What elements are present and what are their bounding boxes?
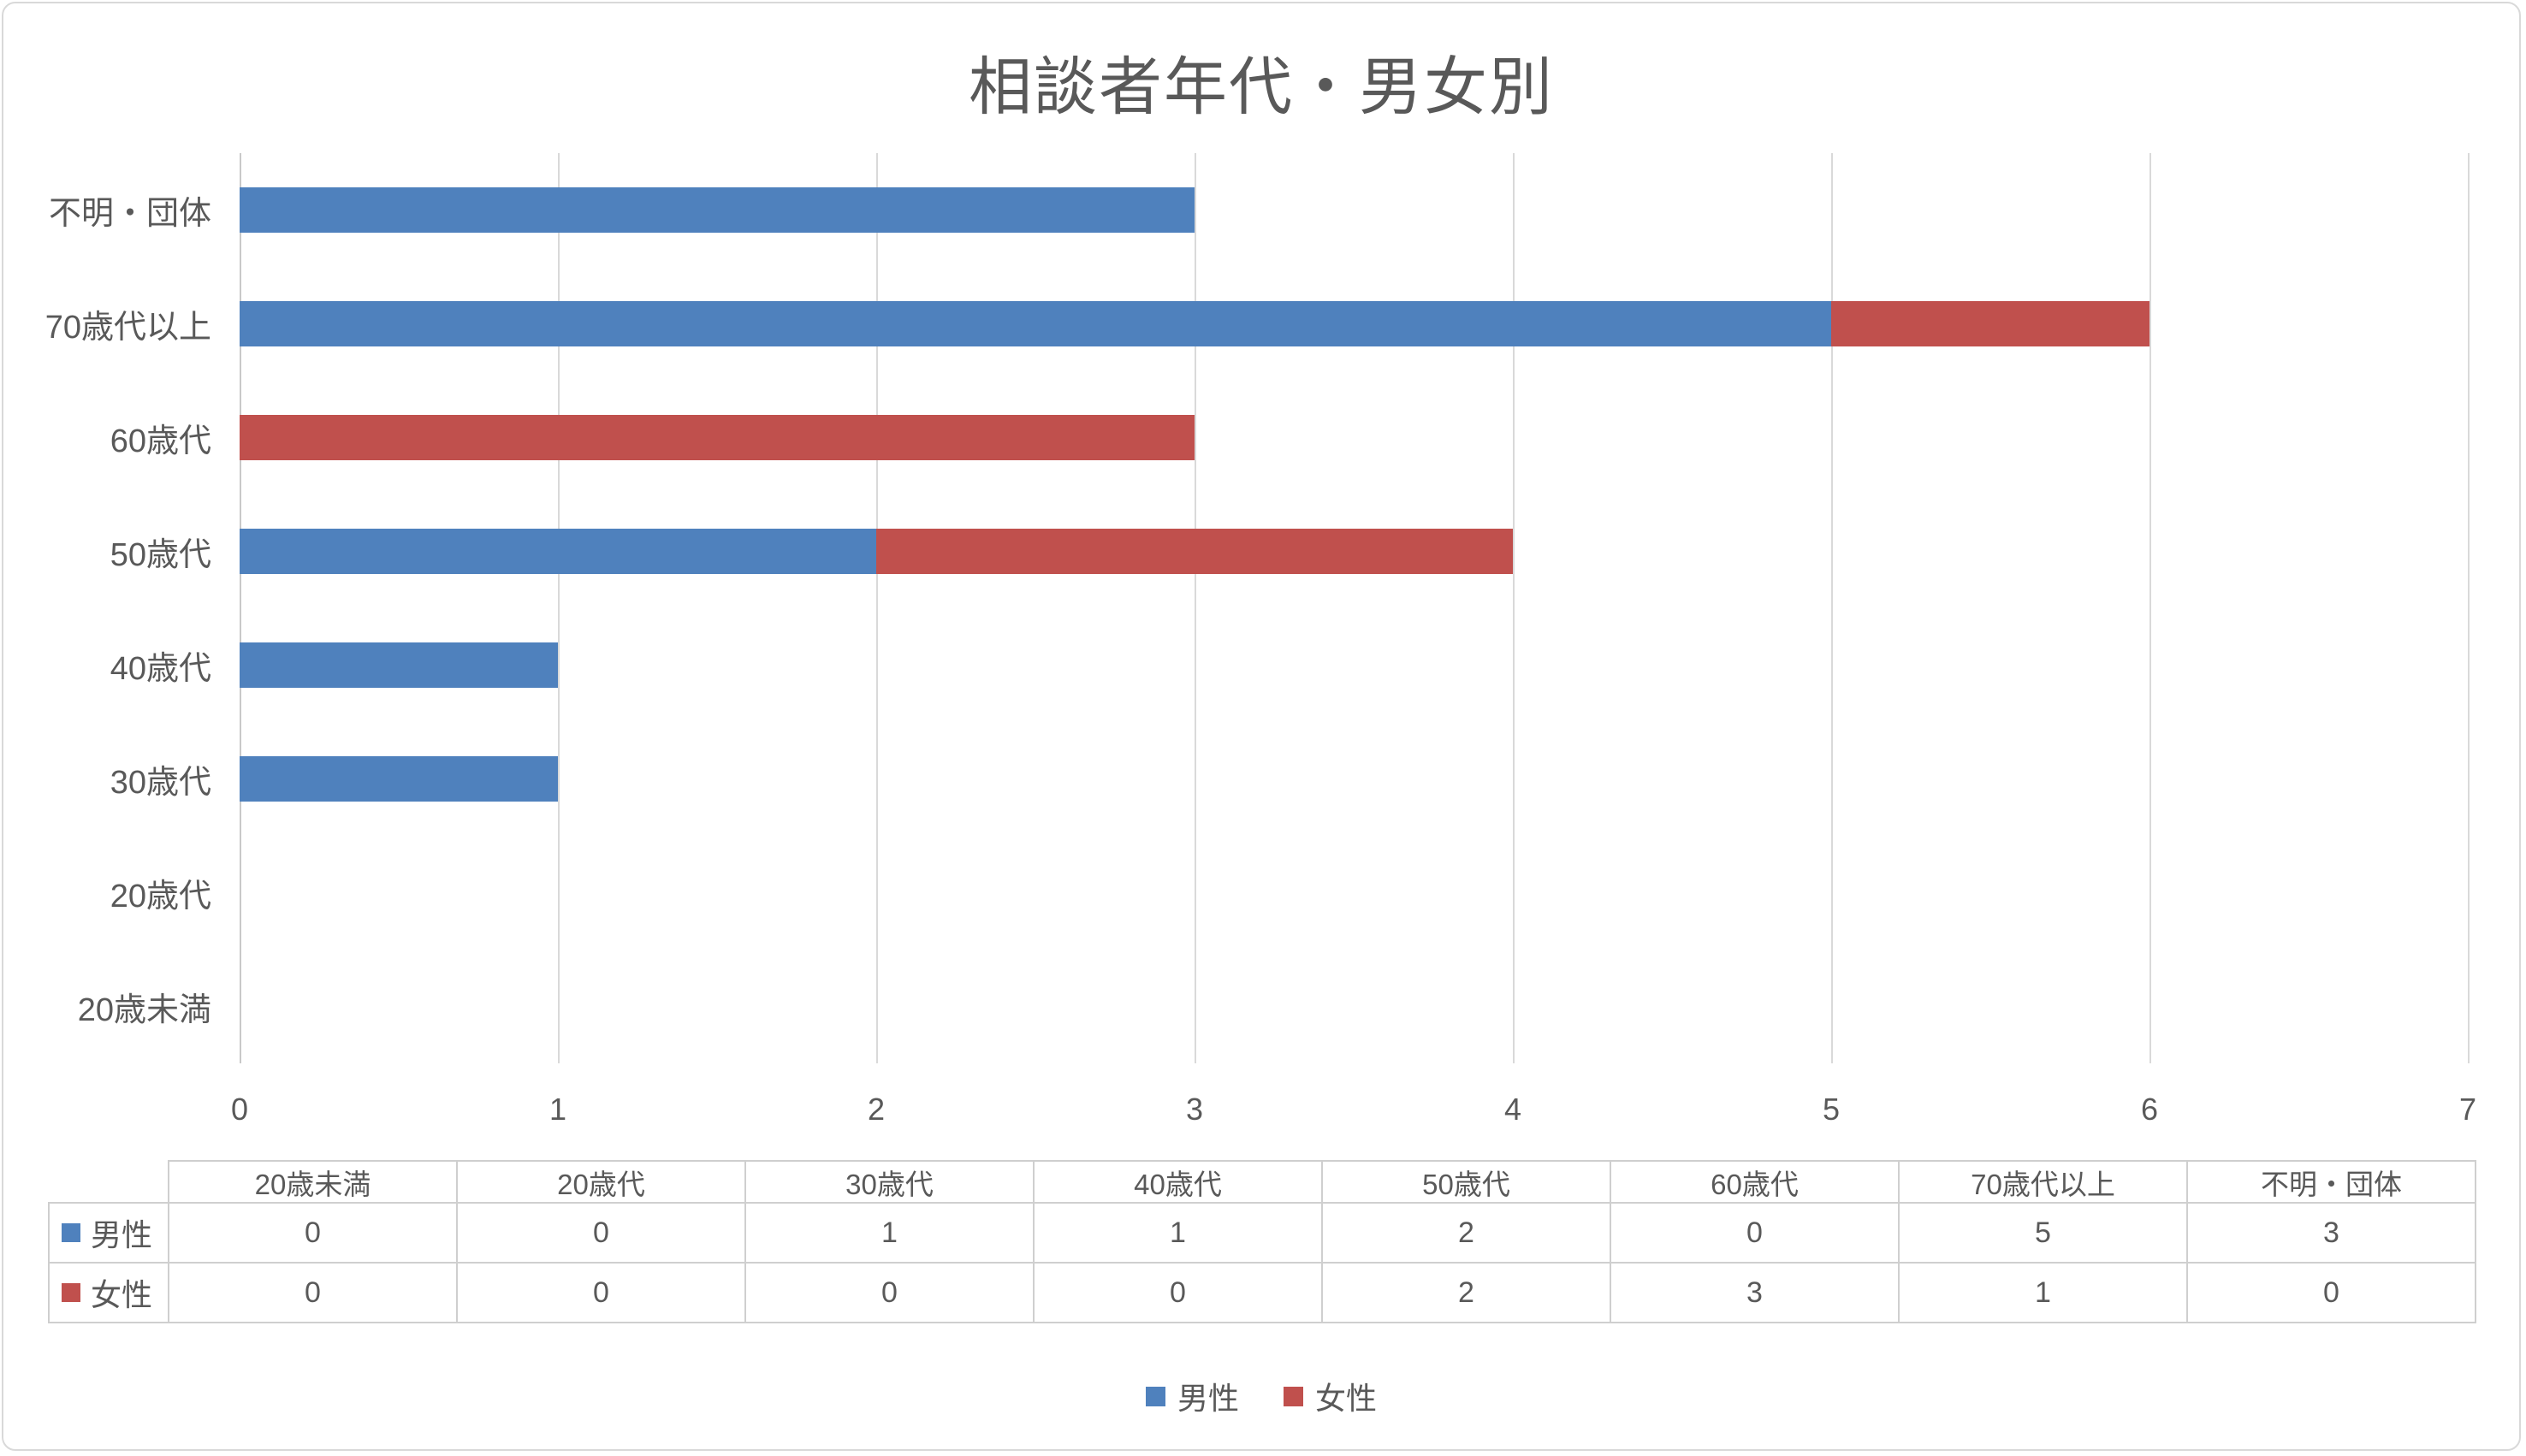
y-axis-label: 70歳代以上 [44, 310, 211, 346]
table-value-cell: 3 [2188, 1204, 2476, 1264]
x-tick-label-4: 4 [1503, 1092, 1522, 1127]
gridline-x-6 [2149, 153, 2151, 1063]
table-value-cell: 3 [1611, 1264, 1900, 1323]
bar-segment-男性-50歳代 [240, 529, 876, 574]
x-tick-label-0: 0 [230, 1092, 249, 1127]
legend-color-swatch [1284, 1386, 1303, 1406]
legend-item-男性: 男性 [1145, 1374, 1239, 1418]
legend-item-女性: 女性 [1284, 1374, 1377, 1418]
table-header-cell: 30歳代 [746, 1160, 1035, 1204]
bar-segment-男性-不明・団体 [240, 187, 1195, 233]
table-value-cell: 1 [746, 1204, 1035, 1264]
y-axis-label: 不明・団体 [48, 196, 211, 232]
table-value-cell: 2 [1323, 1204, 1611, 1264]
x-tick-label-1: 1 [548, 1092, 567, 1127]
bar-segment-男性-70歳代以上 [240, 301, 1831, 346]
gridline-x-1 [558, 153, 560, 1063]
bar-segment-女性-70歳代以上 [1831, 301, 2149, 346]
table-header-cell: 50歳代 [1323, 1160, 1611, 1204]
bar-segment-女性-60歳代 [240, 415, 1195, 460]
bar-segment-男性-40歳代 [240, 642, 558, 688]
legend: 男性 女性 [3, 1376, 2519, 1417]
table-value-cell: 1 [1035, 1204, 1323, 1264]
table-header-cell: 20歳代 [458, 1160, 746, 1204]
table-series-label-男性: 男性 [48, 1204, 169, 1264]
y-axis-label: 20歳未満 [77, 992, 211, 1028]
bar-segment-男性-30歳代 [240, 756, 558, 802]
legend-color-swatch [1145, 1386, 1165, 1406]
x-tick-label-3: 3 [1185, 1092, 1204, 1127]
data-table: 20歳未満 20歳代 30歳代 40歳代 50歳代 60歳代 70歳代以上 不明・団体 男性 0 0… [48, 1160, 2476, 1323]
y-axis-label: 60歳代 [110, 423, 211, 459]
table-header-cell: 不明・団体 [2188, 1160, 2476, 1204]
table-value-cell: 0 [1611, 1204, 1900, 1264]
table-value-cell: 0 [458, 1264, 746, 1323]
category-axis-labels: 不明・団体 70歳代以上 60歳代 50歳代 40歳代 30歳代 20歳代 20歳未満 [3, 153, 211, 1063]
legend-key-swatch [62, 1283, 80, 1302]
table-value-cell: 0 [746, 1264, 1035, 1323]
y-axis-label: 20歳代 [110, 879, 211, 914]
table-value-cell: 0 [169, 1264, 458, 1323]
table-header-cell: 70歳代以上 [1900, 1160, 2188, 1204]
table-value-cell: 0 [169, 1204, 458, 1264]
plot-area [240, 153, 2470, 1063]
table-value-cell: 0 [458, 1204, 746, 1264]
gridline-x-3 [1195, 153, 1196, 1063]
bar-segment-女性-50歳代 [876, 529, 1513, 574]
table-series-label-女性: 女性 [48, 1264, 169, 1323]
x-tick-label-2: 2 [867, 1092, 886, 1127]
table-header-cell: 60歳代 [1611, 1160, 1900, 1204]
gridline-x-4 [1513, 153, 1515, 1063]
x-tick-label-7: 7 [2458, 1092, 2477, 1127]
gridline-x-5 [1831, 153, 1833, 1063]
y-axis-label: 50歳代 [110, 537, 211, 573]
legend-label: 男性 [1177, 1381, 1239, 1416]
legend-label: 女性 [1315, 1381, 1378, 1416]
gridline-x-7 [2468, 153, 2470, 1063]
table-value-cell: 5 [1900, 1204, 2188, 1264]
table-header-cell: 40歳代 [1035, 1160, 1323, 1204]
value-axis: 0 1 2 3 4 5 6 7 [3, 1092, 2519, 1131]
table-header-cell: 20歳未満 [169, 1160, 458, 1204]
y-axis-label: 40歳代 [110, 651, 211, 687]
series-name: 男性 [91, 1217, 153, 1252]
table-value-cell: 1 [1900, 1264, 2188, 1323]
table-corner-cell [48, 1160, 169, 1204]
x-tick-label-6: 6 [2140, 1092, 2159, 1127]
table-value-cell: 0 [1035, 1264, 1323, 1323]
legend-key-swatch [62, 1223, 80, 1242]
gridline-x-2 [876, 153, 878, 1063]
chart-title: 相談者年代・男女別 [969, 51, 1554, 122]
table-value-cell: 0 [2188, 1264, 2476, 1323]
x-tick-label-5: 5 [1822, 1092, 1841, 1127]
table-value-cell: 2 [1323, 1264, 1611, 1323]
series-name: 女性 [91, 1277, 153, 1312]
y-axis-label: 30歳代 [110, 765, 211, 801]
gridline-x-0 [240, 153, 241, 1063]
